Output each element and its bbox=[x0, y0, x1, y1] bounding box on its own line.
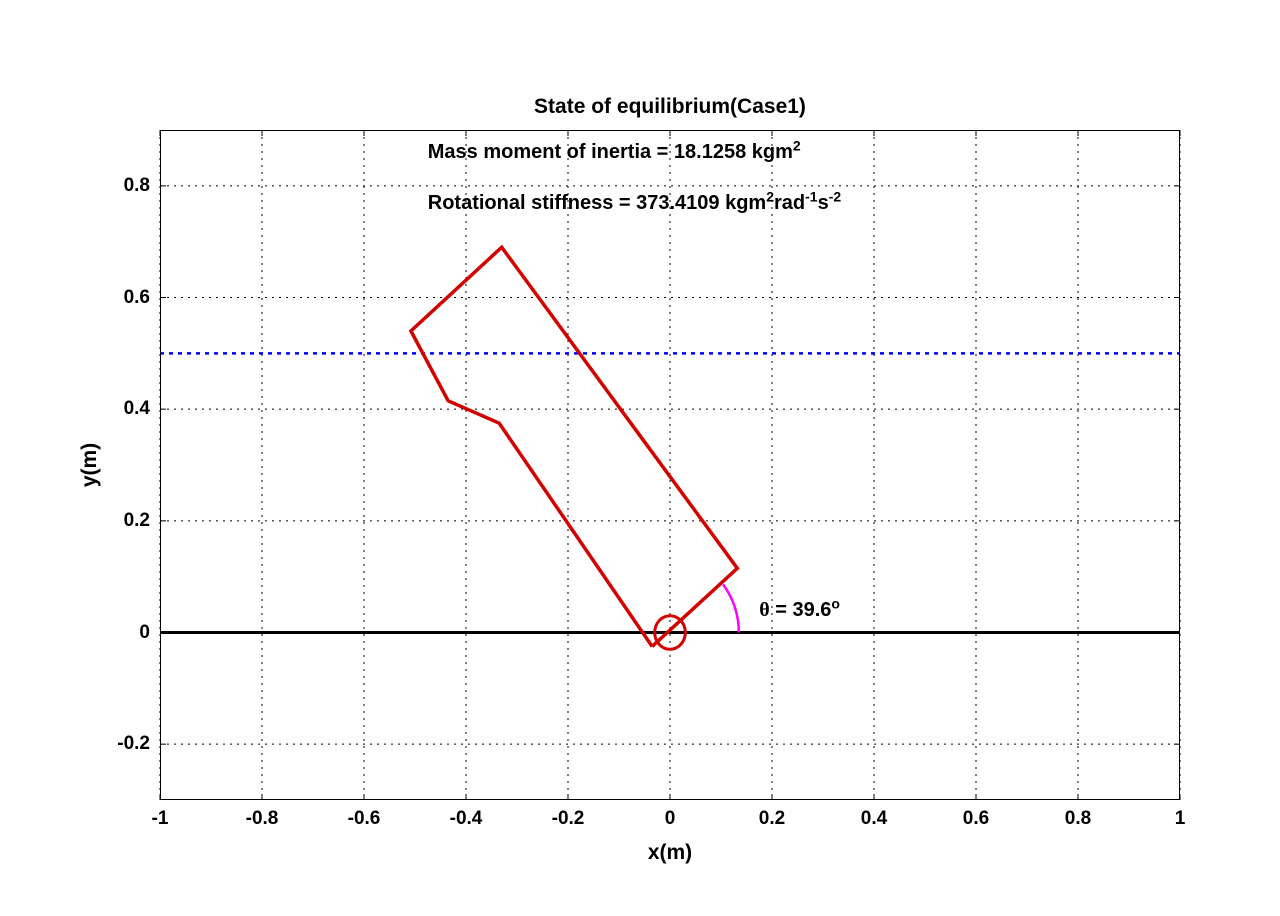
x-tick-label: 0.2 bbox=[759, 808, 785, 830]
annotation-inertia: Mass moment of inertia = 18.1258 kgm2 bbox=[428, 141, 801, 164]
x-tick-label: -0.4 bbox=[450, 808, 483, 830]
figure: Mass moment of inertia = 18.1258 kgm2 Ro… bbox=[0, 0, 1280, 916]
x-tick-label: -0.6 bbox=[348, 808, 381, 830]
y-tick-label: 0.4 bbox=[124, 398, 150, 420]
x-tick-label: 0.4 bbox=[861, 808, 887, 830]
x-tick-label: 0 bbox=[665, 808, 676, 830]
y-tick-label: 0.6 bbox=[124, 287, 150, 309]
annotation-stiffness: Rotational stiffness = 373.4109 kgm2rad-… bbox=[428, 192, 841, 215]
plot-axes: Mass moment of inertia = 18.1258 kgm2 Ro… bbox=[160, 130, 1180, 800]
y-tick-label: 0.8 bbox=[124, 175, 150, 197]
x-axis-label: x(m) bbox=[160, 841, 1180, 865]
x-tick-label: -0.8 bbox=[246, 808, 279, 830]
chart-title: State of equilibrium(Case1) bbox=[160, 95, 1180, 119]
y-tick-label: -0.2 bbox=[117, 733, 150, 755]
y-tick-label: 0.2 bbox=[124, 510, 150, 532]
y-tick-label: 0 bbox=[139, 622, 150, 644]
x-tick-label: -0.2 bbox=[552, 808, 585, 830]
x-tick-label: 0.8 bbox=[1065, 808, 1091, 830]
y-axis-label: y(m) bbox=[78, 443, 102, 487]
x-tick-label: -1 bbox=[152, 808, 169, 830]
annotation-theta: θ = 39.6o bbox=[759, 599, 840, 622]
x-tick-label: 0.6 bbox=[963, 808, 989, 830]
x-tick-label: 1 bbox=[1175, 808, 1186, 830]
plot-canvas bbox=[160, 130, 1180, 800]
